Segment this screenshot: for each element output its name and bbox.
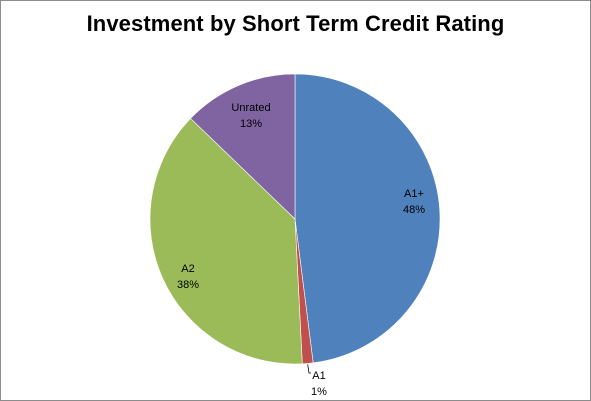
slice-percent-label: 1%	[311, 386, 327, 398]
slice-percent-label: 38%	[177, 279, 199, 291]
pie-slice-unrated	[190, 73, 296, 220]
slice-label: A2	[181, 263, 194, 275]
pie-slice-a1-plus	[294, 73, 441, 364]
slice-label: Unrated	[231, 102, 270, 114]
pie-labels: A1+ 48% A1 1% A2 38% Unrated 13%	[177, 102, 425, 398]
slice-percent-label: 48%	[403, 204, 425, 216]
slice-label: A1+	[404, 188, 424, 200]
slice-label: A1	[312, 370, 325, 382]
chart-title: Investment by Short Term Credit Rating	[86, 11, 505, 36]
pie-slices	[149, 73, 441, 365]
slice-percent-label: 13%	[240, 118, 262, 130]
pie-slice-a2	[149, 117, 303, 365]
leader-line	[307, 364, 311, 374]
